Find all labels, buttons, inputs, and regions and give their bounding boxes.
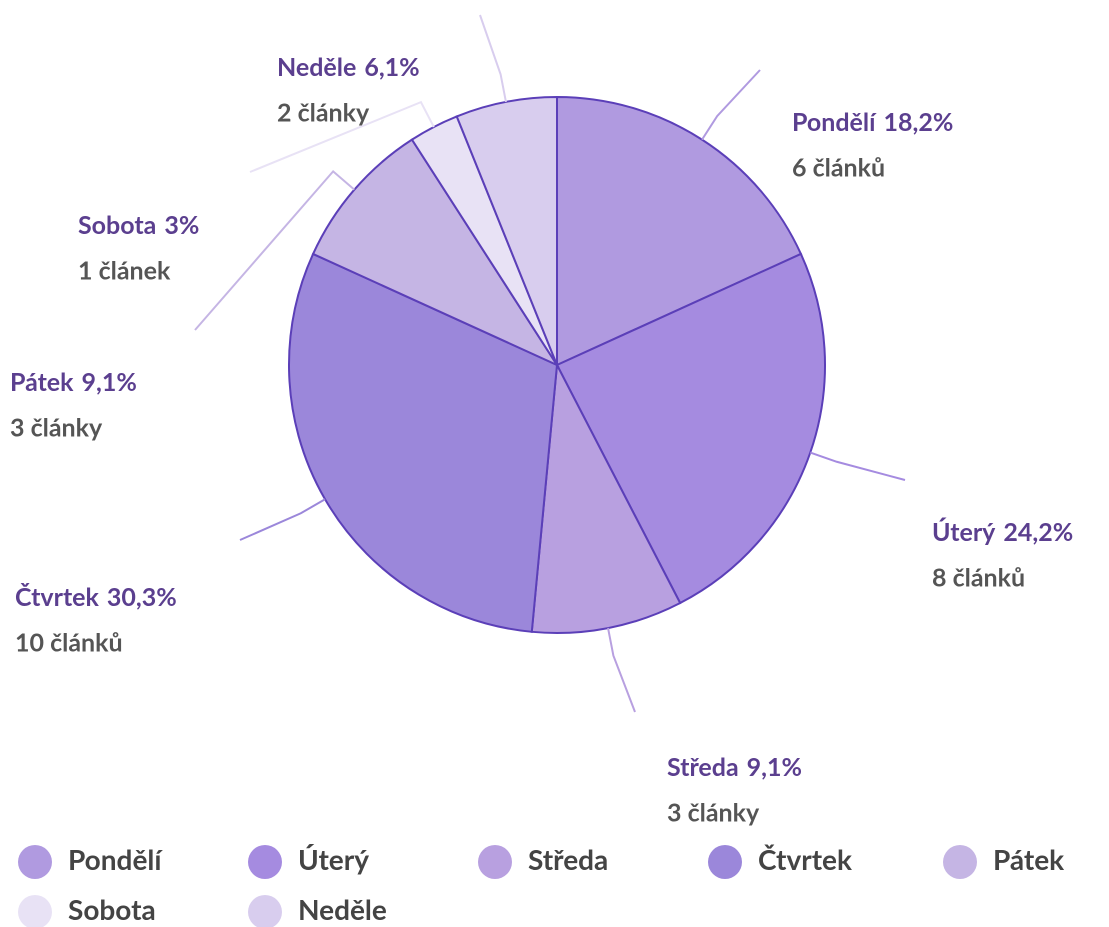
leader-line — [249, 100, 435, 173]
slice-value: 6,1% — [364, 52, 419, 82]
slice-count: 8 článků — [932, 562, 1025, 592]
slice-name: Čtvrtek — [15, 582, 99, 612]
legend-label: Pondělí — [68, 842, 163, 876]
leader-line — [607, 627, 636, 713]
slice-label: Úterý 24,2% — [932, 517, 1073, 547]
legend-swatch — [18, 895, 52, 927]
leader-line — [239, 498, 326, 541]
legend-label: Pátek — [993, 842, 1064, 876]
slice-name: Středa — [667, 752, 739, 782]
slice-name: Neděle — [277, 52, 356, 82]
leader-line — [701, 69, 761, 141]
legend-label: Středa — [528, 842, 608, 876]
legend-label: Neděle — [298, 892, 387, 926]
slice-label: Pondělí 18,2% — [792, 107, 953, 137]
legend-label: Čtvrtek — [758, 842, 852, 876]
legend-swatch — [478, 845, 512, 879]
slice-label: Čtvrtek 30,3% — [15, 582, 177, 612]
slice-label: Sobota 3% — [78, 210, 199, 240]
slice-value: 24,2% — [1003, 517, 1073, 547]
slice-value: 18,2% — [883, 107, 953, 137]
pie-slice — [556, 95, 803, 367]
legend-swatch — [943, 845, 977, 879]
slice-label: Středa 9,1% — [667, 752, 802, 782]
legend-label: Sobota — [68, 892, 156, 926]
leader-line — [194, 169, 355, 331]
slice-value: 30,3% — [107, 582, 177, 612]
leader-line — [479, 14, 507, 103]
slice-name: Pondělí — [792, 107, 877, 137]
legend-swatch — [248, 895, 282, 927]
slice-name: Pátek — [10, 367, 74, 397]
pie-slice — [311, 138, 560, 368]
slice-count: 1 článek — [78, 255, 171, 285]
slice-count: 2 články — [277, 97, 370, 127]
slice-count: 6 článků — [792, 152, 885, 182]
slice-label: Neděle 6,1% — [277, 52, 420, 82]
legend-swatch — [248, 845, 282, 879]
slice-count: 3 články — [667, 797, 760, 827]
slice-value: 3% — [164, 210, 199, 240]
slice-label: Pátek 9,1% — [10, 367, 137, 397]
slice-count: 10 článků — [15, 627, 123, 657]
legend-swatch — [18, 845, 52, 879]
legend-label: Úterý — [298, 842, 369, 876]
slice-name: Úterý — [932, 517, 996, 547]
leader-line — [809, 451, 906, 481]
pie-slice — [455, 95, 558, 366]
slice-value: 9,1% — [82, 367, 137, 397]
pie-slice — [555, 252, 826, 605]
slice-count: 3 články — [10, 412, 103, 442]
slice-value: 9,1% — [747, 752, 802, 782]
legend-swatch — [708, 845, 742, 879]
slice-name: Sobota — [78, 210, 156, 240]
